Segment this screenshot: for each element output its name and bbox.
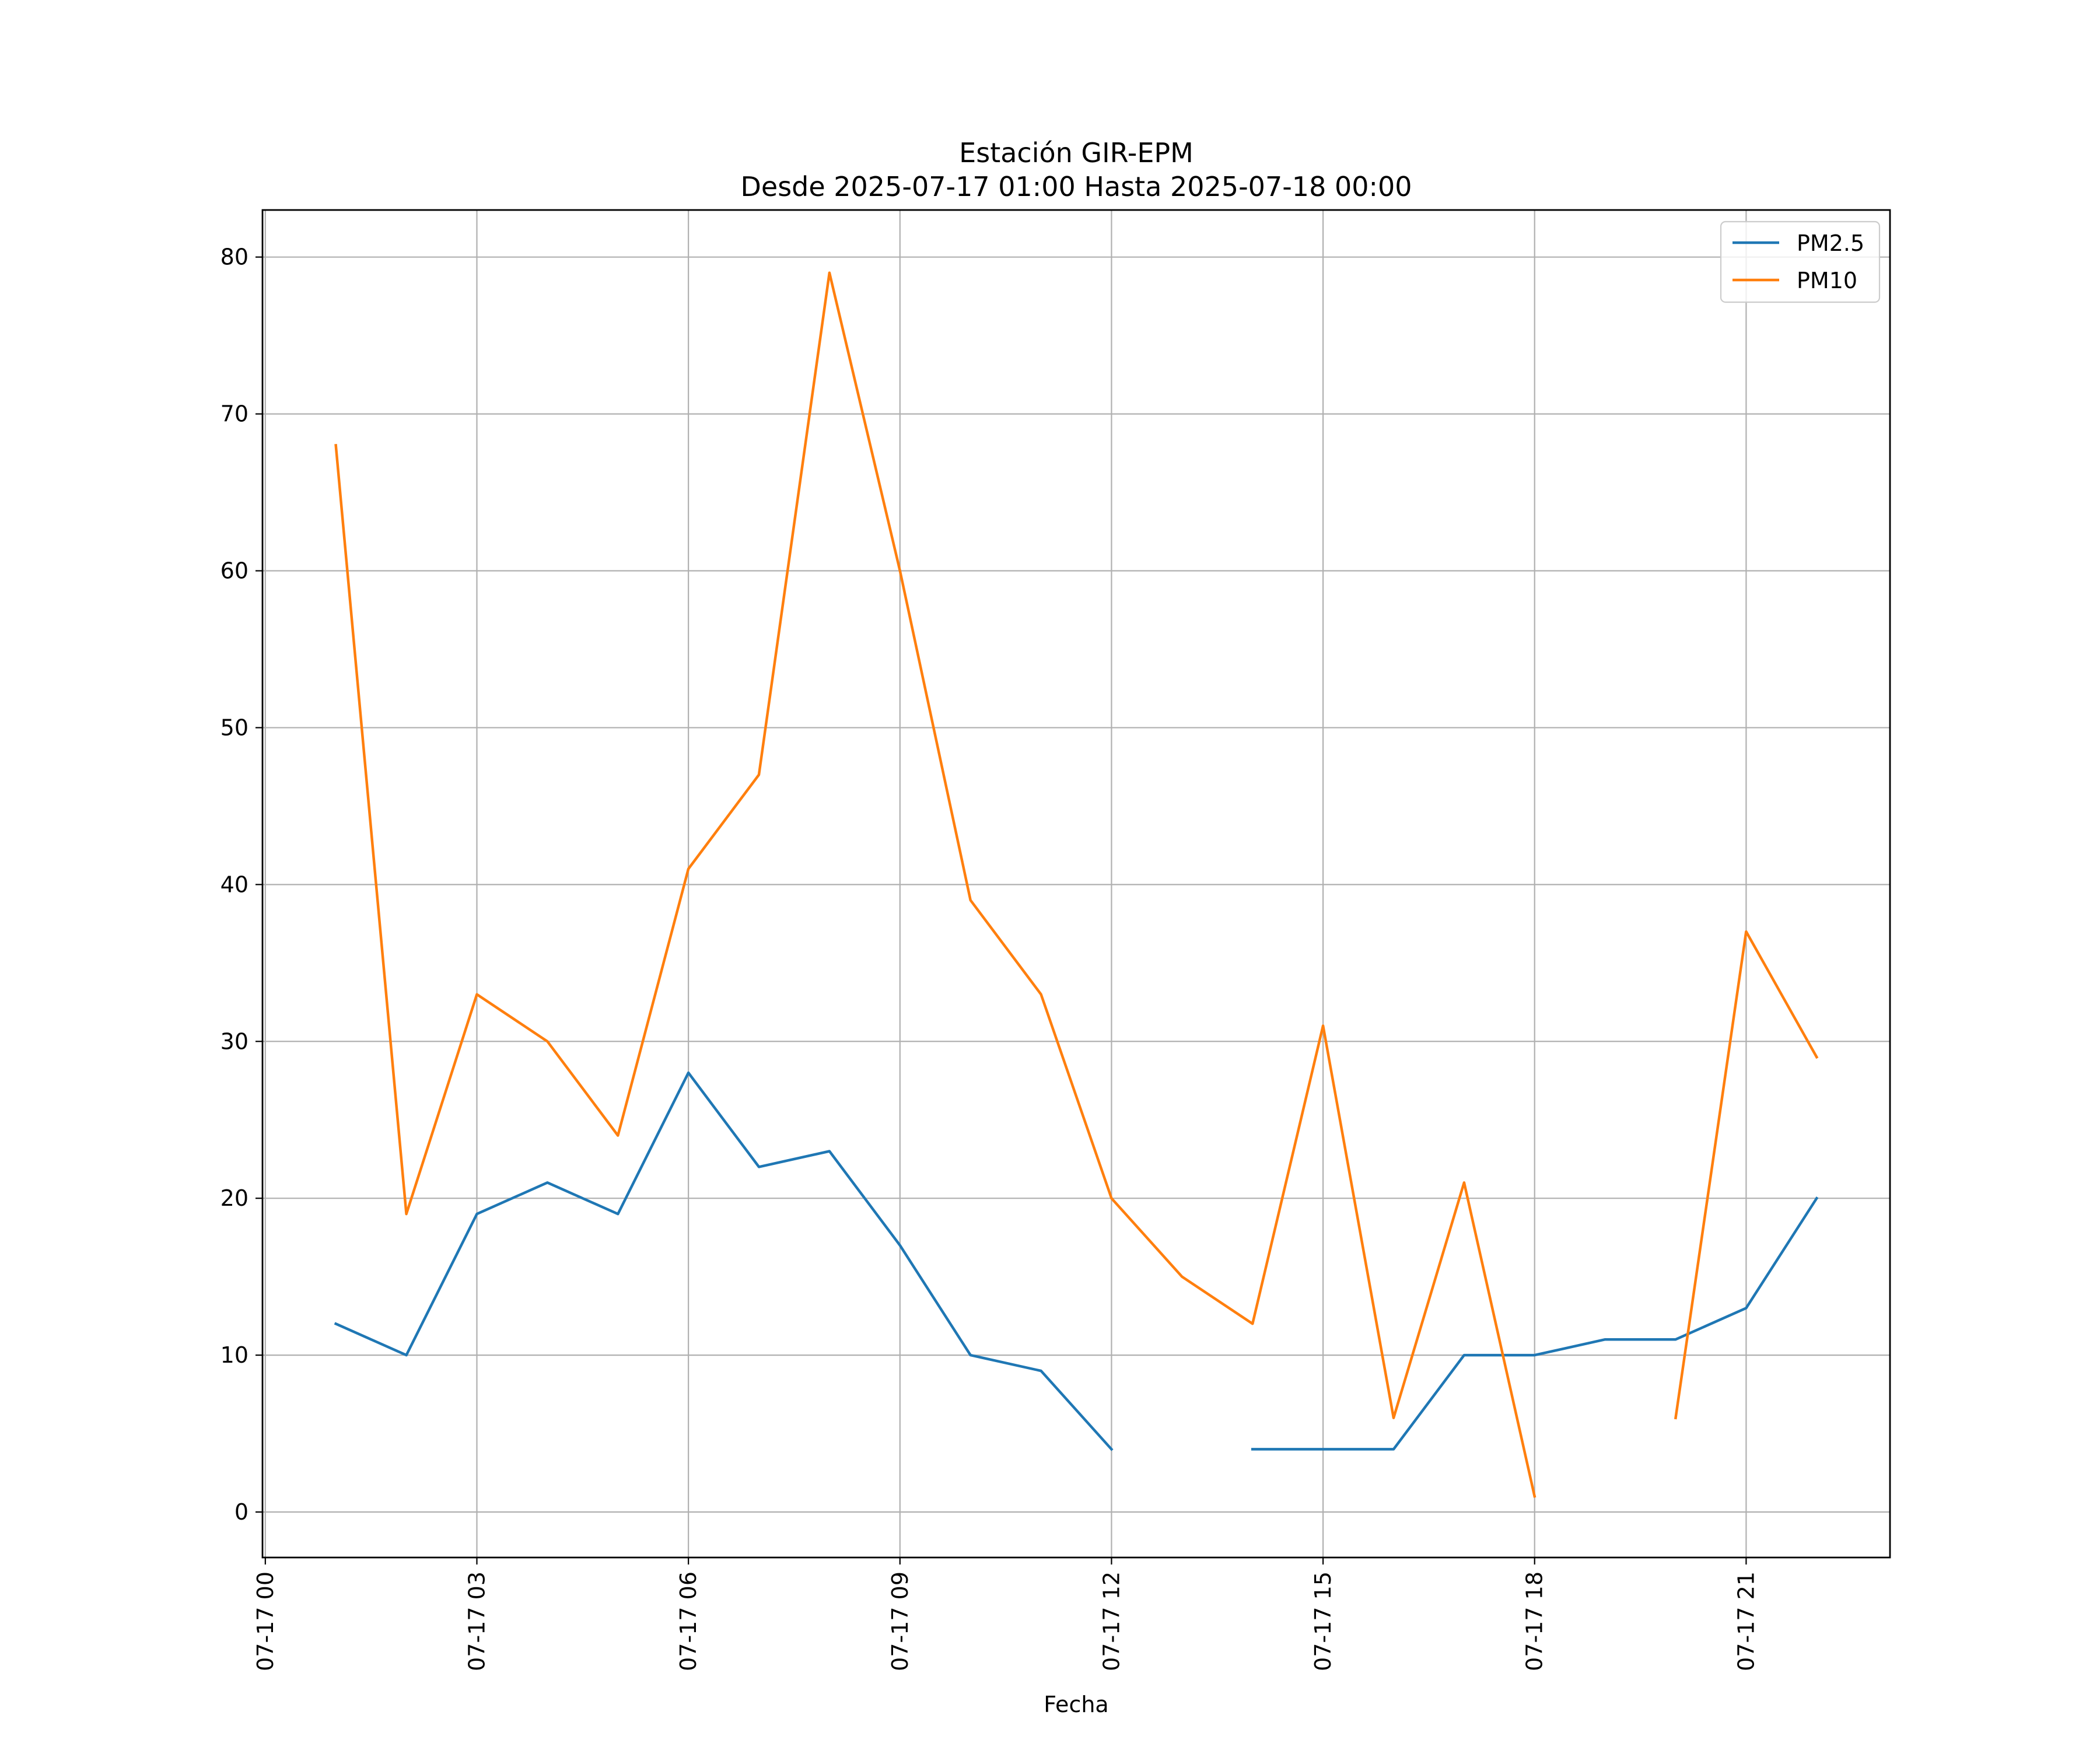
x-tick-label: 07-17 06 <box>676 1572 701 1671</box>
y-tick-label: 10 <box>220 1342 249 1368</box>
series-line-pm10 <box>334 271 1819 1498</box>
y-tick-label: 60 <box>220 558 249 584</box>
chart-subtitle: Desde 2025-07-17 01:00 Hasta 2025-07-18 … <box>740 171 1412 202</box>
legend-label-pm25: PM2.5 <box>1797 230 1864 256</box>
y-tick-label: 30 <box>220 1028 249 1054</box>
y-tick-label: 20 <box>220 1185 249 1211</box>
series-layer <box>334 271 1819 1498</box>
y-tick-label: 70 <box>220 401 249 427</box>
y-tick-label: 40 <box>220 872 249 897</box>
x-tick-label: 07-17 00 <box>253 1572 278 1671</box>
x-tick-label: 07-17 21 <box>1733 1572 1759 1671</box>
legend: PM2.5 PM10 <box>1720 220 1881 303</box>
series-line-pm25 <box>334 1071 1819 1451</box>
y-tick-label: 50 <box>220 715 249 740</box>
x-tick-label: 07-17 09 <box>887 1572 913 1671</box>
y-tick-label: 80 <box>220 244 249 270</box>
x-axis-label: Fecha <box>1044 1692 1108 1717</box>
chart-title: Estación GIR-EPM <box>959 137 1194 169</box>
x-tick-label: 07-17 12 <box>1098 1572 1124 1671</box>
x-tick-label: 07-17 18 <box>1522 1572 1548 1671</box>
x-tick-label: 07-17 15 <box>1310 1572 1336 1671</box>
x-tick-label: 07-17 03 <box>464 1572 489 1671</box>
plot-frame <box>261 209 1891 1559</box>
grid-layer <box>262 210 1890 1558</box>
y-tick-label: 0 <box>235 1499 249 1525</box>
legend-label-pm10: PM10 <box>1797 268 1857 293</box>
tick-layer: 07-17 00 07-17 03 07-17 06 07-17 09 07-17 12… <box>220 244 1759 1671</box>
